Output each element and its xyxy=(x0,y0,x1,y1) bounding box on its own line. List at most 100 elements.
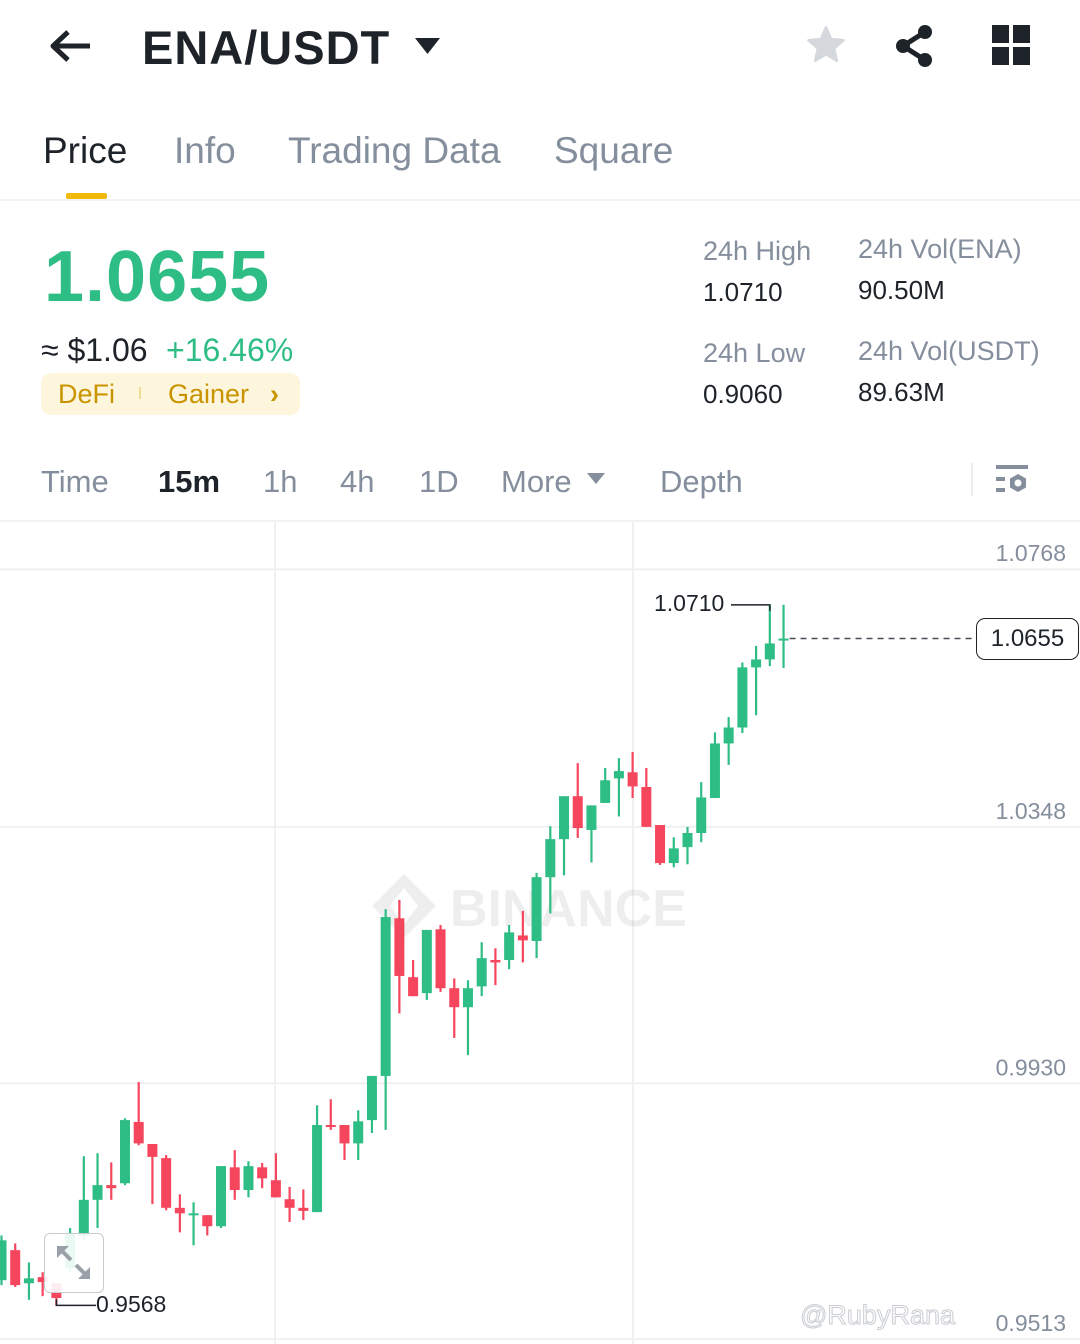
active-tab-indicator xyxy=(66,193,107,199)
star-icon[interactable] xyxy=(804,24,848,66)
tag-bar[interactable]: DeFi Gainer › xyxy=(41,373,300,415)
candle xyxy=(655,825,666,865)
candle xyxy=(476,942,487,997)
tf-1h[interactable]: 1h xyxy=(263,464,298,499)
tab-trading-data[interactable]: Trading Data xyxy=(288,130,501,171)
tf-1d[interactable]: 1D xyxy=(419,464,459,499)
candle-body xyxy=(421,929,432,994)
candle-body xyxy=(572,796,583,829)
candle xyxy=(161,1155,172,1211)
candle xyxy=(270,1153,281,1198)
candle-body xyxy=(312,1125,323,1213)
vol-quote-value: 89.63M xyxy=(858,377,945,407)
candle xyxy=(23,1262,34,1300)
candle-body xyxy=(682,833,693,848)
candle xyxy=(778,604,789,668)
candle xyxy=(737,662,748,734)
tf-depth[interactable]: Depth xyxy=(660,464,743,499)
grid-icon[interactable] xyxy=(992,25,1030,65)
candle-body xyxy=(462,988,473,1008)
candle xyxy=(147,1144,158,1205)
candle-body xyxy=(92,1185,103,1200)
candle xyxy=(78,1156,89,1241)
low-marker-label: 0.9568 xyxy=(96,1291,167,1318)
vol-quote-label: 24h Vol(USDT) xyxy=(858,336,1040,366)
candle xyxy=(0,1235,7,1286)
candle-body xyxy=(655,825,666,864)
tag-gainer[interactable]: Gainer xyxy=(168,379,250,409)
candle xyxy=(449,978,460,1038)
low-label: 24h Low xyxy=(703,338,806,368)
tf-time[interactable]: Time xyxy=(41,464,109,499)
candle-body xyxy=(229,1167,240,1191)
last-price-tag: 1.0655 xyxy=(976,617,1079,660)
candle-body xyxy=(380,917,391,1076)
pair-title[interactable]: ENA/USDT xyxy=(142,21,391,74)
candle xyxy=(408,959,419,997)
candle xyxy=(257,1163,268,1189)
candle xyxy=(627,752,638,799)
tab-info[interactable]: Info xyxy=(174,130,236,171)
candle xyxy=(723,717,734,765)
share-icon[interactable] xyxy=(893,24,937,68)
candle-body xyxy=(723,727,734,744)
candle xyxy=(613,758,624,817)
last-price: 1.0655 xyxy=(44,237,271,317)
candle xyxy=(298,1189,309,1221)
candle xyxy=(133,1082,144,1146)
candle xyxy=(119,1118,130,1186)
candle xyxy=(600,767,611,803)
tf-4h[interactable]: 4h xyxy=(340,464,375,499)
price-change-percent: +16.46% xyxy=(166,332,294,368)
candle xyxy=(586,805,597,863)
candle xyxy=(641,767,652,827)
candle-body xyxy=(353,1121,364,1144)
candle-body xyxy=(161,1158,172,1208)
candle xyxy=(37,1272,48,1297)
candle-body xyxy=(0,1240,7,1281)
chart-settings-icon[interactable] xyxy=(996,463,1030,497)
tab-price[interactable]: Price xyxy=(43,130,128,171)
candle xyxy=(545,826,556,914)
candle xyxy=(174,1194,185,1233)
candle xyxy=(325,1099,336,1130)
candle xyxy=(10,1243,21,1287)
fullscreen-button[interactable] xyxy=(44,1233,104,1293)
candle-body xyxy=(325,1125,336,1128)
candle xyxy=(490,948,501,986)
candle-body xyxy=(106,1185,117,1189)
candle xyxy=(421,929,432,1000)
tf-15m[interactable]: 15m xyxy=(158,464,221,499)
candle-body xyxy=(202,1215,213,1227)
y-axis-tick-label: 1.0768 xyxy=(996,540,1066,566)
y-axis-tick-label: 0.9930 xyxy=(996,1054,1066,1080)
candle-body xyxy=(366,1075,377,1121)
candle-body xyxy=(627,772,638,787)
candle xyxy=(572,763,583,838)
tf-more[interactable]: More xyxy=(501,464,572,499)
candle-body xyxy=(696,797,707,834)
candle-body xyxy=(751,659,762,668)
candle-body xyxy=(270,1180,281,1198)
tag-separator xyxy=(139,387,141,399)
candle xyxy=(188,1202,199,1246)
candle-body xyxy=(119,1120,130,1184)
candle-body xyxy=(504,932,515,960)
caret-down-icon[interactable] xyxy=(414,37,441,55)
y-axis-tick-label: 0.9513 xyxy=(996,1310,1066,1336)
candlestick-chart[interactable]: 1.0768 1.0348 0.9930 0.9513 BINANCE xyxy=(0,522,1080,1344)
divider xyxy=(971,463,973,496)
candle xyxy=(284,1186,295,1222)
candle xyxy=(339,1125,350,1160)
tab-square[interactable]: Square xyxy=(554,130,674,171)
high-value: 1.0710 xyxy=(703,277,783,307)
arrow-left-icon[interactable] xyxy=(48,28,92,64)
candle xyxy=(462,980,473,1056)
candle xyxy=(517,910,528,963)
tag-defi[interactable]: DeFi xyxy=(58,379,116,409)
candle xyxy=(668,837,679,868)
candle xyxy=(696,782,707,843)
candle-body xyxy=(737,667,748,728)
high-label: 24h High xyxy=(703,236,812,266)
candle-body xyxy=(641,787,652,827)
